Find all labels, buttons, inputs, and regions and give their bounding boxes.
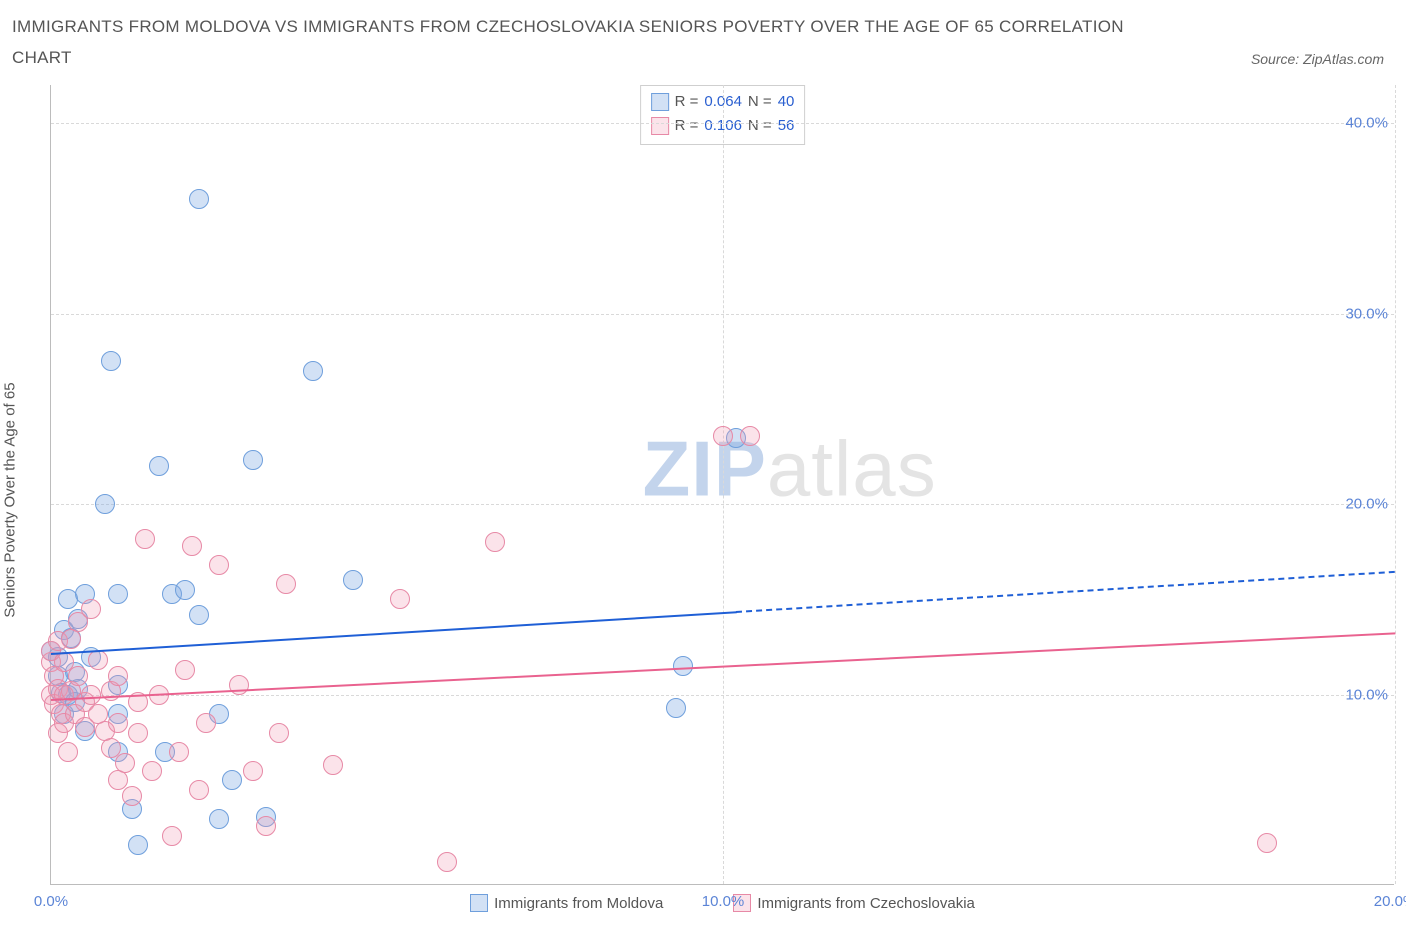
gridline-v (723, 85, 724, 884)
y-tick-label: 20.0% (1345, 496, 1388, 513)
legend-swatch (651, 117, 669, 135)
scatter-point-czech (128, 723, 148, 743)
scatter-point-czech (196, 713, 216, 733)
scatter-point-czech (437, 852, 457, 872)
scatter-point-czech (142, 761, 162, 781)
scatter-point-moldova (95, 494, 115, 514)
scatter-point-moldova (243, 450, 263, 470)
title-row: IMMIGRANTS FROM MOLDOVA VS IMMIGRANTS FR… (12, 12, 1394, 73)
plot-area: ZIPatlas R = 0.064 N = 40R = 0.106 N = 5… (50, 85, 1394, 885)
scatter-point-czech (68, 666, 88, 686)
scatter-point-moldova (209, 809, 229, 829)
stat-n-value: 40 (778, 90, 795, 114)
scatter-point-czech (243, 761, 263, 781)
scatter-point-czech (162, 826, 182, 846)
gridline-v (1395, 85, 1396, 884)
scatter-point-moldova (673, 656, 693, 676)
scatter-point-moldova (175, 580, 195, 600)
scatter-point-czech (88, 650, 108, 670)
trend-line-moldova-extrapolated (736, 571, 1395, 613)
stat-n-label: N = (748, 114, 772, 138)
scatter-point-moldova (666, 698, 686, 718)
x-tick-label: 20.0% (1374, 893, 1406, 910)
plot-wrap: Seniors Poverty Over the Age of 65 ZIPat… (12, 75, 1394, 925)
y-axis-label: Seniors Poverty Over the Age of 65 (2, 383, 19, 618)
scatter-point-czech (122, 786, 142, 806)
scatter-point-czech (269, 723, 289, 743)
scatter-point-moldova (189, 189, 209, 209)
scatter-point-czech (209, 555, 229, 575)
y-tick-label: 10.0% (1345, 686, 1388, 703)
trend-line-moldova (51, 611, 737, 655)
legend-label: Immigrants from Czechoslovakia (757, 895, 975, 912)
stat-r-label: R = (675, 90, 699, 114)
chart-title: IMMIGRANTS FROM MOLDOVA VS IMMIGRANTS FR… (12, 12, 1162, 73)
scatter-point-czech (115, 753, 135, 773)
scatter-point-czech (323, 755, 343, 775)
scatter-point-czech (108, 713, 128, 733)
watermark-atlas: atlas (767, 424, 937, 512)
chart-container: IMMIGRANTS FROM MOLDOVA VS IMMIGRANTS FR… (12, 12, 1394, 925)
y-tick-label: 30.0% (1345, 305, 1388, 322)
scatter-point-czech (58, 742, 78, 762)
y-tick-label: 40.0% (1345, 115, 1388, 132)
legend-swatch (470, 894, 488, 912)
scatter-point-czech (81, 685, 101, 705)
watermark: ZIPatlas (643, 423, 937, 514)
scatter-point-czech (256, 816, 276, 836)
stat-n-label: N = (748, 90, 772, 114)
stat-n-value: 56 (778, 114, 795, 138)
scatter-point-czech (175, 660, 195, 680)
scatter-point-czech (740, 426, 760, 446)
scatter-point-czech (390, 589, 410, 609)
scatter-point-moldova (222, 770, 242, 790)
scatter-point-czech (1257, 833, 1277, 853)
legend-item-czech: Immigrants from Czechoslovakia (733, 894, 975, 912)
scatter-point-czech (229, 675, 249, 695)
x-tick-label: 10.0% (702, 893, 745, 910)
scatter-point-czech (276, 574, 296, 594)
scatter-point-czech (61, 629, 81, 649)
scatter-point-czech (108, 666, 128, 686)
scatter-point-czech (485, 532, 505, 552)
scatter-point-moldova (303, 361, 323, 381)
scatter-point-czech (713, 426, 733, 446)
scatter-point-czech (169, 742, 189, 762)
stat-r-label: R = (675, 114, 699, 138)
scatter-point-moldova (128, 835, 148, 855)
source-label: Source: ZipAtlas.com (1251, 51, 1394, 73)
scatter-point-czech (135, 529, 155, 549)
scatter-point-czech (182, 536, 202, 556)
scatter-point-moldova (101, 351, 121, 371)
legend-item-moldova: Immigrants from Moldova (470, 894, 663, 912)
scatter-point-moldova (149, 456, 169, 476)
scatter-point-czech (81, 599, 101, 619)
legend-label: Immigrants from Moldova (494, 895, 663, 912)
x-tick-label: 0.0% (34, 893, 68, 910)
scatter-point-moldova (189, 605, 209, 625)
scatter-point-czech (189, 780, 209, 800)
legend-swatch (651, 93, 669, 111)
scatter-point-moldova (108, 584, 128, 604)
scatter-point-moldova (343, 570, 363, 590)
